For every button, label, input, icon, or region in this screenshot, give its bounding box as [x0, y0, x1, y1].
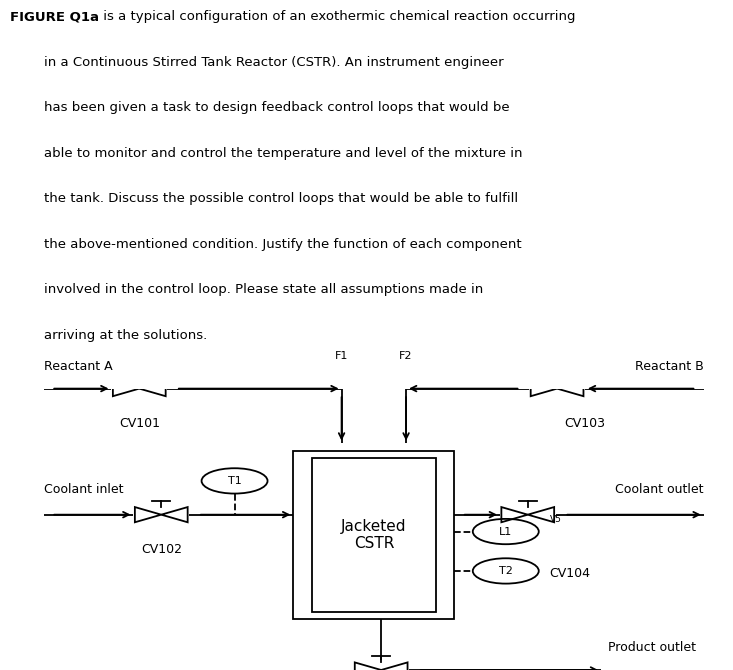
Text: CV104: CV104: [550, 567, 591, 580]
Text: FIGURE Q1a: FIGURE Q1a: [10, 10, 99, 23]
Text: L1: L1: [499, 527, 512, 537]
Text: CV101: CV101: [119, 417, 160, 429]
Text: T2: T2: [499, 566, 512, 576]
Bar: [293, 450, 454, 619]
Text: the above-mentioned condition. Justify the function of each component: the above-mentioned condition. Justify t…: [10, 238, 522, 251]
Text: V5: V5: [550, 515, 561, 524]
Text: CV103: CV103: [564, 417, 605, 429]
Text: T1: T1: [228, 476, 241, 486]
Text: able to monitor and control the temperature and level of the mixture in: able to monitor and control the temperat…: [10, 147, 523, 159]
Text: CV102: CV102: [141, 543, 182, 556]
Text: has been given a task to design feedback control loops that would be: has been given a task to design feedback…: [10, 101, 510, 114]
Text: Reactant B: Reactant B: [635, 360, 704, 373]
Text: Product outlet: Product outlet: [608, 641, 696, 654]
Text: Coolant inlet: Coolant inlet: [44, 483, 123, 496]
Text: involved in the control loop. Please state all assumptions made in: involved in the control loop. Please sta…: [10, 283, 484, 296]
Text: arriving at the solutions.: arriving at the solutions.: [10, 329, 207, 342]
Text: Reactant A: Reactant A: [44, 360, 113, 373]
Text: the tank. Discuss the possible control loops that would be able to fulfill: the tank. Discuss the possible control l…: [10, 192, 518, 205]
Bar: [312, 458, 436, 612]
Text: Jacketed
CSTR: Jacketed CSTR: [341, 519, 407, 551]
Text: is a typical configuration of an exothermic chemical reaction occurring: is a typical configuration of an exother…: [99, 10, 575, 23]
Text: F2: F2: [399, 351, 413, 361]
Text: in a Continuous Stirred Tank Reactor (CSTR). An instrument engineer: in a Continuous Stirred Tank Reactor (CS…: [10, 56, 504, 68]
Text: F1: F1: [335, 351, 348, 361]
Text: Coolant outlet: Coolant outlet: [615, 483, 704, 496]
